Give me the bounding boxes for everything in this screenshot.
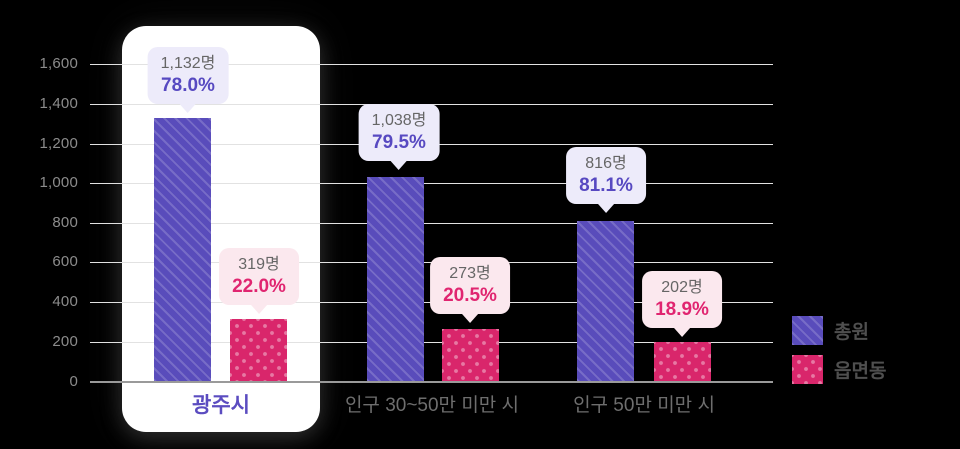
count-label: 273명 [449,265,491,282]
bar-district-pop50 [654,342,711,381]
bar-total-gwangju [154,118,211,381]
y-tick-label: 0 [69,373,78,390]
legend-item-total: 총원 [792,316,886,345]
bar-total-pop30-50 [367,177,424,381]
percent-label: 22.0% [232,276,286,297]
percent-label: 78.0% [161,75,215,96]
percent-label: 81.1% [579,175,633,196]
value-bubble-total-pop50: 816명 81.1% [566,147,646,204]
value-bubble-district-pop30-50: 273명 20.5% [430,257,510,314]
gridline-200 [90,342,773,343]
value-bubble-total-gwangju: 1,132명 78.0% [147,47,229,104]
y-tick-label: 1,200 [39,135,78,152]
legend-swatch-district [792,355,823,384]
y-tick-label: 1,400 [39,95,78,112]
percent-label: 20.5% [443,285,497,306]
legend-label-district: 읍면동 [834,361,887,382]
value-bubble-total-pop30-50: 1,038명 79.5% [358,104,440,161]
value-bubble-district-gwangju: 319명 22.0% [219,248,299,305]
count-label: 1,132명 [160,55,216,72]
legend: 총원 읍면동 [792,316,886,394]
count-label: 816명 [585,155,627,172]
count-label: 1,038명 [371,112,427,129]
category-label-pop50: 인구 50만 미만 시 [573,395,715,416]
bar-district-pop30-50 [442,329,499,381]
percent-label: 79.5% [372,132,426,153]
gridline-800 [90,223,773,224]
y-tick-label: 200 [52,333,78,350]
count-label: 319명 [238,256,280,273]
y-tick-label: 1,600 [39,55,78,72]
bar-district-gwangju [230,319,287,381]
y-tick-label: 1,000 [39,174,78,191]
y-tick-label: 400 [52,293,78,310]
legend-label-total: 총원 [834,322,869,343]
legend-item-district: 읍면동 [792,355,886,384]
y-tick-label: 800 [52,214,78,231]
bar-total-pop50 [577,221,634,381]
value-bubble-district-pop50: 202명 18.9% [642,271,722,328]
count-label: 202명 [661,279,703,296]
gridline-1600 [90,64,773,65]
gridline-1000 [90,183,773,184]
category-label-gwangju: 광주시 [192,394,250,417]
y-tick-label: 600 [52,253,78,270]
legend-swatch-total [792,316,823,345]
percent-label: 18.9% [655,299,709,320]
category-label-pop30-50: 인구 30~50만 미만 시 [344,395,520,416]
x-axis-baseline [90,381,773,383]
